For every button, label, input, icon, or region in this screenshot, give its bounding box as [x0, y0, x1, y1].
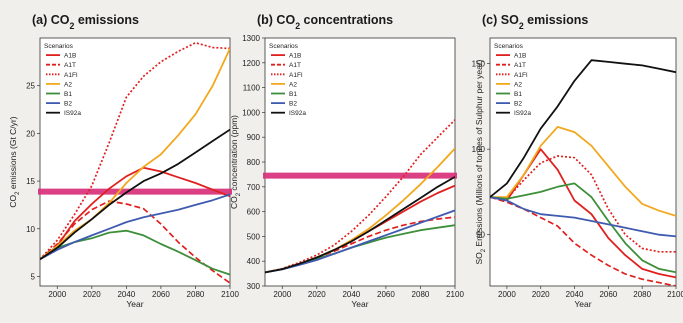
chart-panel-0: (a) CO2 emissions 2000 2020 2040 2060 2080 210… — [8, 13, 239, 309]
y-tick-label: 50 — [476, 231, 485, 240]
y-tick-label: 400 — [247, 257, 261, 266]
legend-label: B1 — [514, 91, 522, 98]
y-tick-label: 150 — [472, 60, 486, 69]
series-line-b2 — [490, 196, 676, 238]
y-axis-label: SO2 Emissions (Millions of tonnes of Sul… — [474, 59, 487, 264]
series-line-is92a — [265, 176, 455, 274]
legend-label: B1 — [64, 91, 72, 98]
legend-label: A1FI — [289, 72, 303, 79]
legend-label: B2 — [64, 101, 72, 108]
y-tick-label: 300 — [247, 282, 261, 291]
y-axis-label: CO2 emissions (Gt C/yr) — [8, 116, 21, 207]
chart-title: (a) CO2 emissions — [32, 13, 139, 31]
x-tick-label: 2020 — [308, 290, 326, 299]
legend-label: A1B — [289, 53, 301, 60]
y-tick-label: 900 — [247, 133, 261, 142]
y-tick-label: 20 — [26, 129, 35, 138]
legend-label: A1T — [64, 62, 76, 69]
legend-label: A2 — [289, 81, 297, 88]
x-tick-label: 2000 — [273, 290, 291, 299]
x-axis-label: Year — [574, 299, 591, 309]
legend-label: IS92a — [514, 110, 531, 117]
y-tick-label: 10 — [26, 225, 35, 234]
series-line-b2 — [40, 193, 230, 261]
legend-label: IS92a — [64, 110, 81, 117]
x-axis-label: Year — [126, 299, 143, 309]
x-tick-label: 2100 — [446, 290, 464, 299]
x-tick-label: 2100 — [667, 290, 683, 299]
series-line-a1fi — [265, 119, 455, 274]
x-tick-label: 2060 — [599, 290, 617, 299]
x-tick-label: 2000 — [498, 290, 516, 299]
legend-title: Scenarios — [44, 43, 74, 50]
legend-label: B2 — [289, 101, 297, 108]
x-tick-label: 2040 — [566, 290, 584, 299]
series-line-a1t — [40, 200, 230, 284]
series-line-is92a — [490, 59, 676, 198]
legend-label: B2 — [514, 101, 522, 108]
chart-panel-1: (b) CO2 concentrations 2000 2020 2040 2060 20… — [229, 13, 464, 309]
x-tick-label: 2100 — [221, 290, 239, 299]
legend-label: A2 — [514, 81, 522, 88]
y-tick-label: 1000 — [242, 108, 260, 117]
series-line-is92a — [40, 128, 230, 261]
x-tick-label: 2060 — [377, 290, 395, 299]
y-tick-label: 1200 — [242, 59, 260, 68]
x-tick-label: 2060 — [152, 290, 170, 299]
legend-label: A1FI — [514, 72, 528, 79]
x-axis-label: Year — [351, 299, 368, 309]
legend-title: Scenarios — [494, 43, 524, 50]
x-tick-label: 2080 — [187, 290, 205, 299]
plot-area — [39, 37, 231, 287]
y-tick-label: 500 — [247, 232, 261, 241]
legend-label: A1FI — [64, 72, 78, 79]
chart-title: (c) SO2 emissions — [482, 13, 588, 31]
series-line-b1 — [490, 182, 676, 274]
legend-label: A1T — [514, 62, 526, 69]
chart-panel-2: (c) SO2 emissions 2000 2020 2040 2060 2080 210… — [472, 13, 683, 309]
y-tick-label: 1100 — [243, 84, 261, 93]
legend-label: A1T — [289, 62, 301, 69]
chart-title: (b) CO2 concentrations — [257, 13, 393, 31]
y-tick-label: 600 — [247, 208, 261, 217]
legend-label: A2 — [64, 81, 72, 88]
series-line-b2 — [265, 209, 455, 274]
legend-label: IS92a — [289, 110, 306, 117]
series-line-a2 — [40, 48, 230, 261]
y-tick-label: 800 — [247, 158, 261, 167]
series-line-a1b — [40, 166, 230, 261]
legend-label: A1B — [64, 53, 76, 60]
y-tick-label: 700 — [247, 183, 261, 192]
y-tick-label: 25 — [26, 82, 35, 91]
legend-label: A1B — [514, 53, 526, 60]
legend-label: B1 — [289, 91, 297, 98]
y-tick-label: 1300 — [242, 34, 260, 43]
x-tick-label: 2080 — [412, 290, 430, 299]
y-tick-label: 15 — [26, 177, 35, 186]
x-tick-label: 2020 — [83, 290, 101, 299]
x-tick-label: 2080 — [633, 290, 651, 299]
x-tick-label: 2040 — [342, 290, 360, 299]
legend-title: Scenarios — [269, 43, 299, 50]
series-line-a1fi — [40, 41, 230, 260]
y-axis-label: CO2 concentration (ppm) — [229, 115, 242, 209]
y-tick-label: 100 — [472, 145, 486, 154]
series-line-a1fi — [490, 155, 676, 253]
x-tick-label: 2040 — [117, 290, 135, 299]
y-tick-label: 5 — [31, 272, 36, 281]
series-line-a2 — [490, 126, 676, 217]
x-tick-label: 2020 — [532, 290, 550, 299]
x-tick-label: 2000 — [48, 290, 66, 299]
